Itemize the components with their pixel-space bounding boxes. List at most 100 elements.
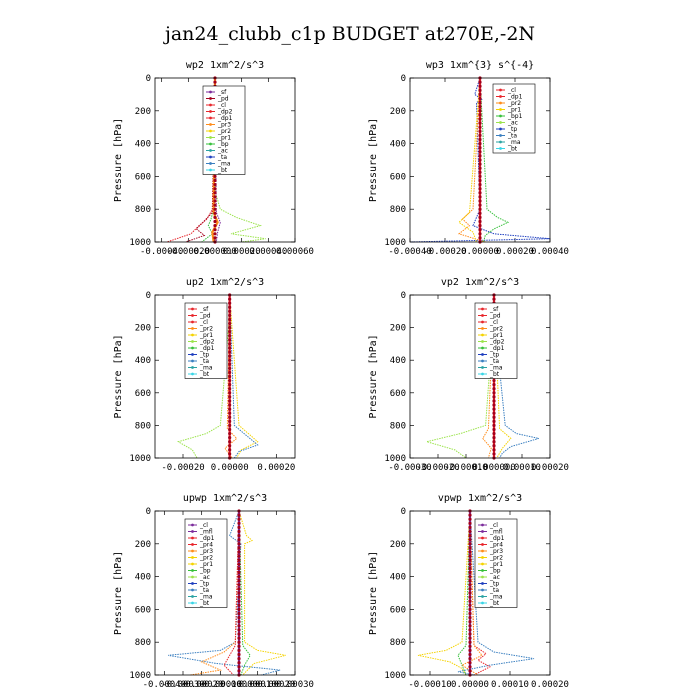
y-tick-label: 600 [135, 172, 151, 182]
legend-marker [191, 588, 194, 592]
x-tick-label: -0.00040 [388, 247, 431, 257]
legend-entry: _dp1 [199, 535, 215, 542]
zero-marker [237, 566, 241, 571]
legend-entry: _pr2 [489, 326, 503, 333]
legend-marker [481, 569, 484, 572]
legend-entry: _pr1 [489, 561, 503, 568]
y-tick-label: 400 [135, 140, 151, 150]
legend-entry: _dp1 [217, 115, 233, 122]
legend-entry: _pd [217, 96, 229, 103]
series-line-steelblue [167, 510, 281, 676]
zero-marker [237, 517, 241, 521]
zero-marker [478, 101, 482, 105]
zero-marker [468, 616, 472, 620]
legend-entry: _tp [489, 352, 499, 359]
legend-marker [481, 530, 484, 533]
legend-marker [191, 333, 194, 337]
legend-entry: _pr2 [199, 326, 213, 333]
legend-entry: _pr3 [489, 548, 503, 555]
legend-marker [191, 340, 194, 343]
legend-marker [481, 327, 484, 330]
legend-entry: _ta [199, 587, 209, 594]
legend-marker [499, 114, 502, 118]
panel-title: vpwp 1xm^2/s^3 [438, 493, 522, 504]
y-tick-label: 200 [135, 107, 151, 117]
legend-marker [481, 353, 484, 356]
zero-marker [237, 546, 241, 550]
zero-marker [237, 657, 241, 661]
legend-marker [209, 168, 212, 172]
x-tick-label: -0.00020 [423, 247, 466, 257]
zero-marker [237, 624, 241, 628]
x-tick-label: 0.00040 [531, 247, 569, 257]
legend-marker [499, 101, 502, 105]
x-tick-label: 0.00020 [257, 463, 295, 473]
zero-marker [237, 542, 241, 546]
y-axis-label: Pressure [hPa] [113, 118, 124, 202]
legend-marker [191, 372, 194, 376]
zero-marker [237, 554, 241, 558]
zero-marker [478, 150, 482, 154]
zero-marker [237, 636, 241, 640]
y-axis-label: Pressure [hPa] [113, 334, 124, 418]
zero-marker [478, 146, 482, 150]
zero-marker [478, 121, 482, 125]
y-tick-label: 600 [135, 389, 151, 399]
legend-entry: _ac [217, 148, 228, 155]
legend-marker [209, 116, 212, 120]
zero-marker [237, 558, 241, 562]
legend-marker [499, 134, 502, 137]
legend-entry: _tp [199, 581, 209, 588]
zero-marker [228, 415, 232, 419]
zero-marker [228, 419, 232, 423]
legend-marker [191, 327, 194, 330]
zero-marker [228, 383, 232, 387]
legend-entry: _bt [507, 146, 518, 153]
legend-marker [481, 359, 484, 363]
zero-marker [478, 142, 482, 146]
series-line-steelblue [493, 294, 539, 459]
series-line-yellow [493, 294, 512, 459]
legend-marker [191, 366, 194, 369]
legend-marker [191, 307, 194, 311]
legend-marker [209, 110, 212, 113]
zero-marker [237, 661, 241, 665]
legend-marker [481, 543, 484, 546]
zero-marker [213, 178, 217, 183]
zero-marker [228, 448, 232, 452]
x-tick-label: 0.000000 [193, 247, 236, 257]
x-tick-label: 0.00060 [276, 247, 314, 257]
legend-marker [481, 523, 484, 527]
legend-entry: _tp [489, 581, 499, 588]
x-tick-label: 0.00010 [239, 680, 277, 690]
zero-marker [478, 137, 482, 142]
zero-marker [228, 423, 232, 427]
zero-marker [492, 423, 496, 427]
zero-marker [478, 88, 482, 92]
zero-marker [468, 538, 472, 542]
zero-marker [468, 554, 472, 558]
zero-marker [492, 399, 496, 403]
legend-marker [191, 595, 194, 598]
zero-marker [478, 113, 482, 117]
zero-marker [228, 297, 232, 301]
zero-marker [468, 579, 472, 583]
zero-marker [237, 550, 241, 554]
zero-marker [237, 628, 241, 632]
legend-marker [209, 103, 212, 107]
legend-marker [209, 162, 212, 165]
zero-marker [478, 211, 482, 215]
zero-marker [237, 669, 241, 673]
legend-marker [481, 595, 484, 598]
zero-marker [237, 591, 241, 595]
legend-marker [209, 149, 212, 152]
zero-marker [492, 297, 496, 301]
zero-marker [228, 350, 232, 354]
zero-marker [478, 219, 482, 224]
series-line-orange [457, 77, 486, 243]
x-tick-label: 0.00010 [491, 680, 529, 690]
legend-marker [191, 601, 194, 605]
legend-marker [191, 530, 194, 533]
legend-marker [209, 97, 212, 100]
